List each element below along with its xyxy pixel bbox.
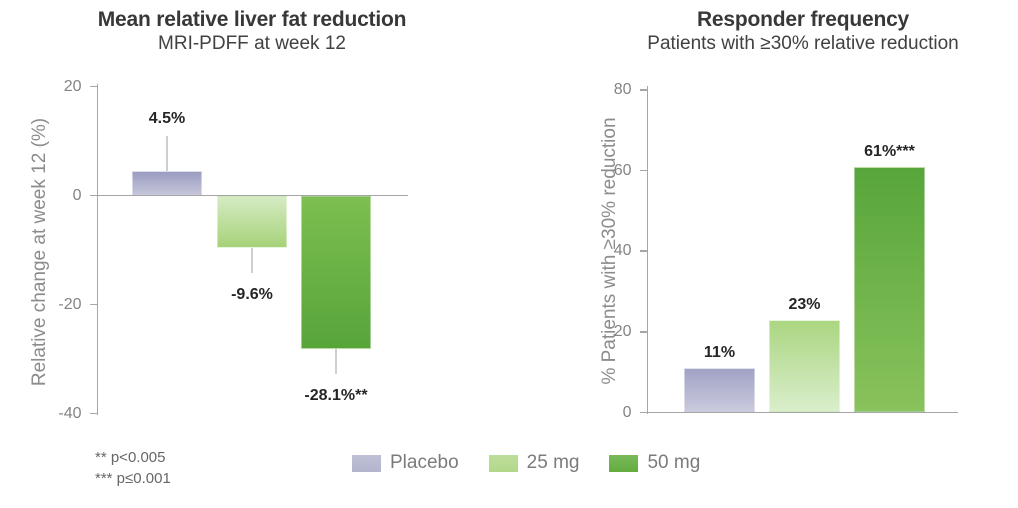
chart-title-right: Responder frequency [696,8,910,31]
legend-item-placebo: Placebo [352,452,459,474]
chart-title-left: Mean relative liver fat reduction [97,8,407,31]
y-tick-label: 0 [622,403,632,421]
footnotes: ** p<0.005 *** p≤0.001 [95,447,171,489]
legend-swatch [609,454,639,472]
bar-placebo [132,170,202,196]
bar-value-label: 23% [788,295,821,313]
y-tick-label: -40 [58,404,82,422]
bar-25-mg [217,195,287,248]
chart-subtitle-right: Patients with ≥30% relative reduction [647,33,959,54]
y-tick-label: -20 [58,295,82,313]
legend-swatch [352,454,381,472]
y-tick-mark [639,331,647,333]
legend: Placebo 25 mg 50 mg [352,452,700,474]
y-tick-mark [639,250,647,252]
legend-item-25-mg: 25 mg [488,452,580,474]
bar-value-label: 61%*** [864,142,915,160]
y-tick-mark [639,411,647,414]
bar-value-label: -28.1%** [304,386,368,404]
y-tick-mark [89,85,97,88]
bar-placebo [684,368,755,413]
legend-item-50-mg: 50 mg [609,452,700,474]
bar-50-mg [854,166,925,413]
bar-50-mg [301,195,371,349]
y-tick-mark [89,412,97,415]
legend-swatch [488,454,518,472]
bar-value-label: 4.5% [148,109,186,127]
legend-label: 50 mg [647,452,701,473]
y-tick-label: 20 [63,77,82,95]
error-whisker [166,135,168,171]
chart-subtitle-left: MRI-PDFF at week 12 [158,33,346,54]
legend-label: Placebo [390,452,459,473]
footnote-significance-1: ** p<0.005 [95,449,166,466]
y-axis-line [96,84,98,415]
y-axis-line [646,86,648,414]
y-tick-label: 20 [613,322,632,340]
error-whisker [335,348,337,374]
y-tick-mark [639,169,647,172]
bar-25-mg [769,319,840,413]
y-tick-label: 60 [613,161,632,179]
bar-value-label: 11% [703,344,736,362]
zero-baseline [646,411,958,414]
y-tick-label: 0 [72,186,82,204]
y-tick-label: 40 [613,242,632,260]
bar-value-label: -9.6% [231,285,273,303]
y-tick-label: 80 [613,80,632,98]
y-tick-mark [89,303,97,306]
footnote-significance-2: *** p≤0.001 [95,470,171,487]
y-tick-mark [89,194,97,197]
legend-label: 25 mg [526,452,580,473]
y-tick-mark [639,89,647,91]
y-axis-label-left: Relative change at week 12 (%) [29,117,50,387]
error-whisker [251,247,253,273]
